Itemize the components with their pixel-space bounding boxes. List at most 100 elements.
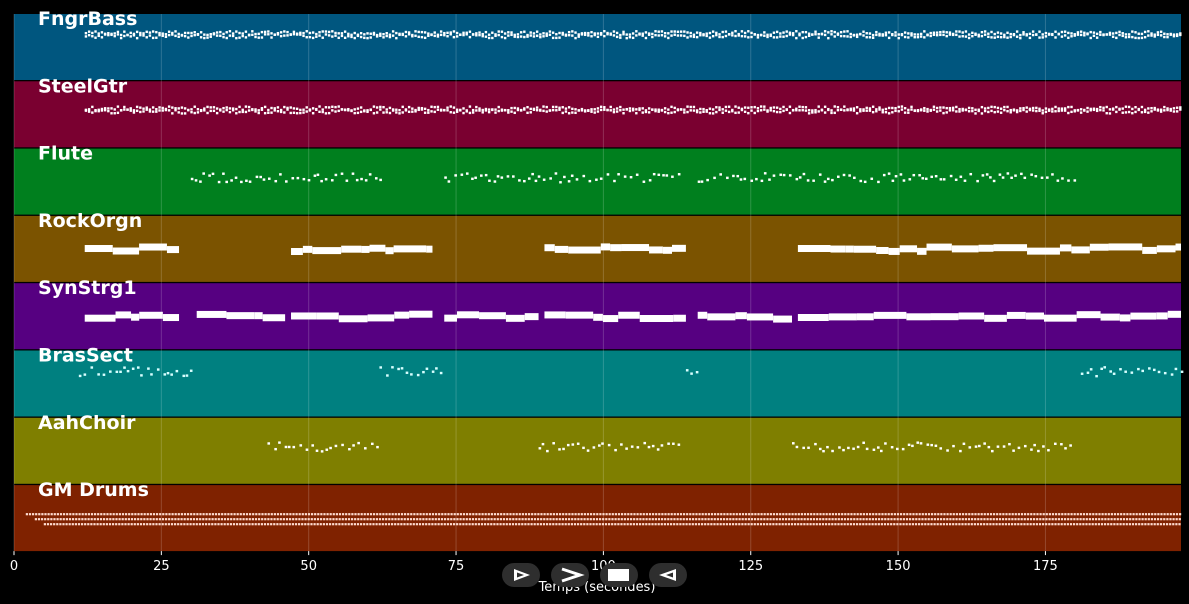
note: [1163, 105, 1166, 109]
note: [916, 109, 920, 113]
play-button[interactable]: [502, 563, 540, 587]
note: [926, 443, 930, 446]
note: [613, 179, 616, 183]
note: [937, 513, 940, 516]
note: [123, 366, 126, 369]
note: [139, 243, 167, 251]
note: [903, 107, 907, 110]
note: [801, 109, 804, 112]
note: [590, 108, 593, 111]
note: [930, 518, 933, 521]
note: [967, 33, 971, 36]
note: [990, 105, 993, 109]
note: [633, 513, 636, 516]
note: [369, 244, 386, 252]
note: [215, 34, 219, 37]
note: [985, 173, 989, 176]
note: [549, 177, 552, 180]
note: [916, 35, 920, 39]
note: [1095, 36, 1099, 39]
note: [337, 109, 340, 113]
note: [708, 107, 712, 110]
note: [913, 33, 916, 36]
note: [1121, 111, 1124, 114]
note: [1147, 523, 1150, 526]
note: [620, 523, 623, 526]
note: [443, 31, 446, 35]
note: [656, 448, 660, 451]
note: [958, 35, 961, 38]
note: [654, 30, 657, 33]
note: [257, 32, 260, 36]
note: [1091, 523, 1094, 526]
note: [1070, 110, 1073, 114]
rewind-button[interactable]: [649, 563, 687, 587]
note: [996, 35, 1000, 39]
note: [143, 518, 146, 521]
note: [930, 523, 933, 526]
note: [1095, 374, 1098, 378]
note: [369, 518, 372, 521]
note: [1137, 108, 1140, 112]
note: [475, 109, 478, 112]
note: [156, 368, 160, 371]
note: [603, 106, 606, 109]
note: [971, 513, 974, 516]
note: [830, 245, 846, 253]
note: [289, 106, 292, 109]
note: [718, 35, 721, 39]
note: [261, 518, 264, 521]
note: [772, 31, 776, 34]
note: [605, 513, 608, 516]
note: [691, 518, 695, 521]
note: [1099, 108, 1102, 112]
note: [651, 518, 654, 521]
note: [630, 445, 634, 448]
note: [292, 30, 296, 34]
note: [773, 315, 792, 323]
note: [1119, 368, 1122, 371]
note: [276, 106, 280, 109]
note: [1166, 513, 1169, 516]
note: [607, 523, 611, 526]
note: [254, 108, 257, 111]
note: [404, 109, 408, 112]
note: [663, 110, 667, 114]
note: [868, 107, 872, 110]
note: [756, 523, 759, 526]
note: [233, 518, 236, 521]
note: [559, 181, 562, 184]
note: [1044, 107, 1048, 110]
note: [1131, 523, 1135, 526]
note: [587, 31, 590, 35]
note: [403, 523, 406, 526]
fast-forward-button[interactable]: [551, 563, 589, 587]
note: [990, 449, 994, 453]
note: [94, 109, 97, 113]
stop-button[interactable]: [600, 563, 638, 587]
note: [769, 518, 772, 521]
note: [731, 31, 734, 34]
note: [571, 518, 574, 521]
note: [1086, 106, 1089, 110]
note: [288, 523, 291, 526]
note: [639, 513, 642, 516]
note: [756, 33, 760, 37]
note: [698, 518, 701, 521]
note: [428, 518, 431, 521]
note: [321, 108, 324, 111]
note: [332, 518, 335, 521]
note: [951, 106, 955, 110]
note: [193, 513, 196, 516]
note: [447, 513, 450, 516]
note: [702, 34, 705, 37]
note: [1076, 513, 1079, 516]
note: [710, 523, 713, 526]
note: [818, 173, 822, 176]
note: [307, 523, 310, 526]
note: [151, 110, 155, 113]
note: [539, 35, 542, 39]
note: [1156, 245, 1176, 253]
note: [987, 35, 990, 39]
note: [542, 35, 545, 38]
